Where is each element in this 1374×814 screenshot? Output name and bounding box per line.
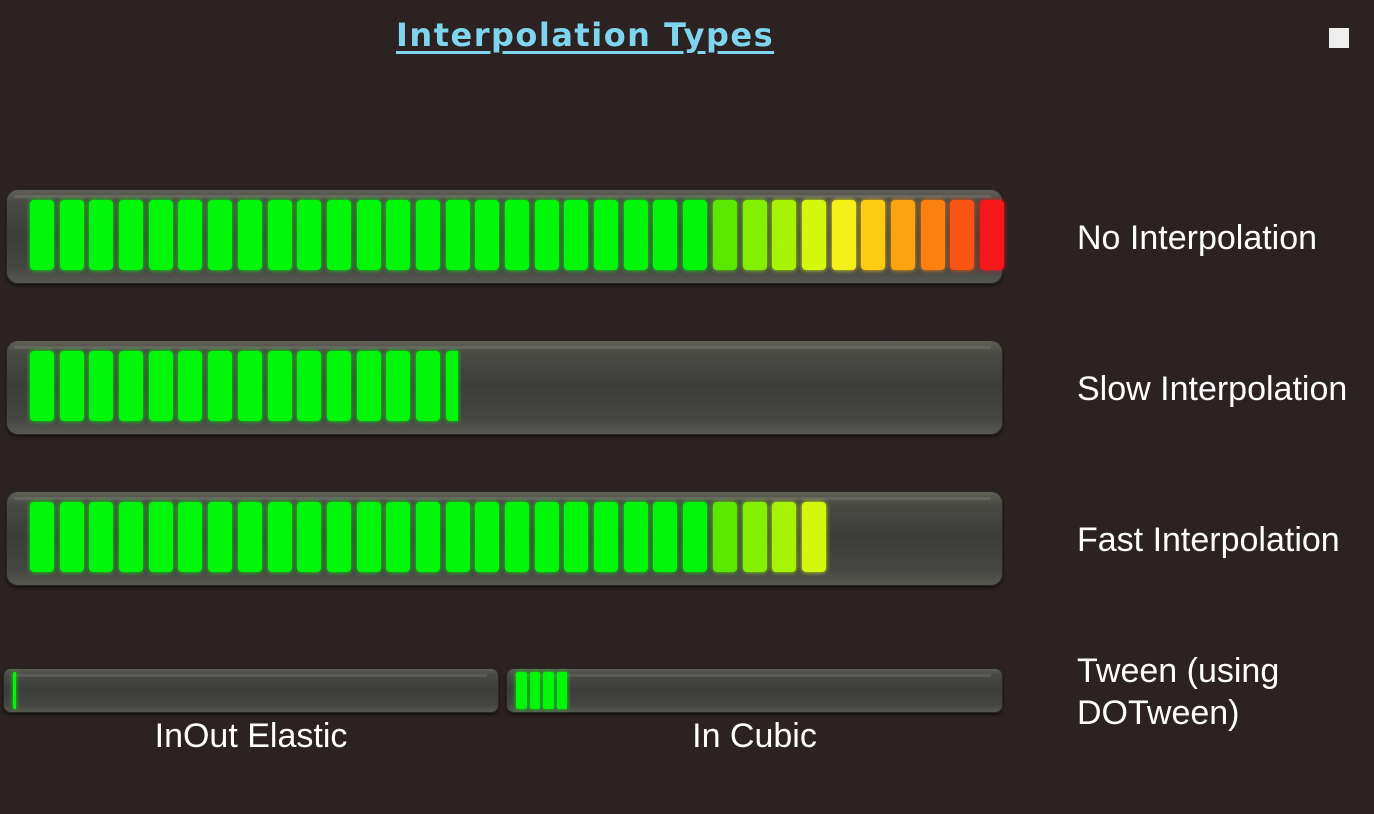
meter-no-interpolation bbox=[6, 189, 1004, 284]
meter-segment bbox=[801, 502, 826, 572]
meter-segment bbox=[297, 502, 322, 572]
meter-segment bbox=[772, 502, 797, 572]
meter-segment bbox=[980, 200, 1004, 270]
meter-segment bbox=[297, 200, 322, 270]
meter-segment bbox=[30, 351, 54, 421]
meter-segment bbox=[89, 351, 114, 421]
meter-slow-interpolation bbox=[6, 340, 1003, 435]
meter-segment bbox=[237, 502, 262, 572]
meter-segment bbox=[543, 672, 554, 709]
meter-segment bbox=[178, 351, 203, 421]
meter-segment bbox=[890, 200, 915, 270]
meter-segment bbox=[475, 200, 500, 270]
label-slow-interpolation: Slow Interpolation bbox=[1077, 370, 1348, 408]
meter-segment bbox=[415, 351, 440, 421]
meter-segment bbox=[13, 672, 16, 709]
meter-segment bbox=[712, 502, 737, 572]
stop-square-icon[interactable] bbox=[1329, 28, 1349, 48]
label-tween: Tween (using DOTween) bbox=[1077, 652, 1280, 732]
meter-segment bbox=[445, 502, 470, 572]
meter-segment bbox=[267, 502, 292, 572]
meter-segment bbox=[415, 502, 440, 572]
meter-segment bbox=[59, 351, 84, 421]
meter-segment bbox=[178, 200, 203, 270]
meter-segment bbox=[267, 351, 292, 421]
caption-in-cubic: In Cubic bbox=[692, 717, 817, 755]
meter-segment bbox=[445, 200, 470, 270]
meter-segment bbox=[861, 200, 886, 270]
meter-segment bbox=[356, 200, 381, 270]
meter-segment bbox=[119, 351, 144, 421]
meter-segment bbox=[30, 200, 54, 270]
meter-segment bbox=[653, 502, 678, 572]
meter-segment bbox=[148, 200, 173, 270]
meter-segment bbox=[297, 351, 322, 421]
meter-segment bbox=[119, 200, 144, 270]
meter-segment bbox=[920, 200, 945, 270]
meter-segment bbox=[356, 502, 381, 572]
meter-segment bbox=[653, 200, 678, 270]
meter-segment bbox=[30, 502, 54, 572]
meter-segment bbox=[534, 502, 559, 572]
meter-segment bbox=[237, 351, 262, 421]
meter-segment bbox=[148, 502, 173, 572]
meter-segment bbox=[683, 502, 708, 572]
meter-segment bbox=[556, 672, 567, 709]
meter-segments bbox=[516, 672, 570, 709]
meter-segment bbox=[89, 200, 114, 270]
meter-segment bbox=[326, 502, 351, 572]
meter-segment bbox=[712, 200, 737, 270]
meter-segment bbox=[59, 502, 84, 572]
meter-segment bbox=[475, 502, 500, 572]
meter-segment bbox=[683, 200, 708, 270]
meter-segment bbox=[505, 502, 529, 572]
meter-segment bbox=[594, 502, 619, 572]
meter-segment bbox=[445, 351, 458, 421]
meter-segments bbox=[13, 672, 19, 709]
meter-segment bbox=[564, 200, 589, 270]
meter-segment bbox=[534, 200, 559, 270]
meter-segment bbox=[386, 200, 411, 270]
meter-segment bbox=[623, 502, 648, 572]
meter-inout-elastic bbox=[3, 668, 499, 713]
meter-segment bbox=[208, 502, 233, 572]
meter-segment bbox=[237, 200, 262, 270]
meter-segment bbox=[208, 200, 233, 270]
meter-segments bbox=[30, 200, 1010, 270]
meter-segment bbox=[529, 672, 540, 709]
meter-segment bbox=[564, 502, 589, 572]
meter-segment bbox=[950, 200, 975, 270]
meter-in-cubic bbox=[506, 668, 1003, 713]
meter-segment bbox=[831, 200, 856, 270]
meter-segment bbox=[516, 672, 527, 709]
meter-segment bbox=[505, 200, 529, 270]
meter-segment bbox=[386, 502, 411, 572]
meter-segment bbox=[742, 200, 767, 270]
meter-segment bbox=[148, 351, 173, 421]
meter-segments bbox=[30, 502, 832, 572]
meter-segment bbox=[119, 502, 144, 572]
meter-fast-interpolation bbox=[6, 491, 1003, 586]
meter-segment bbox=[623, 200, 648, 270]
meter-segment bbox=[178, 502, 203, 572]
meter-segment bbox=[326, 351, 351, 421]
meter-segment bbox=[59, 200, 84, 270]
meter-segment bbox=[772, 200, 797, 270]
meter-segment bbox=[742, 502, 767, 572]
meter-segment bbox=[89, 502, 114, 572]
label-no-interpolation: No Interpolation bbox=[1077, 219, 1318, 257]
meter-segment bbox=[415, 200, 440, 270]
meter-segment bbox=[801, 200, 826, 270]
meter-segments bbox=[30, 351, 463, 421]
meter-segment bbox=[208, 351, 233, 421]
meter-segment bbox=[594, 200, 619, 270]
label-fast-interpolation: Fast Interpolation bbox=[1077, 521, 1340, 559]
meter-segment bbox=[326, 200, 351, 270]
meter-segment bbox=[356, 351, 381, 421]
page-title: Interpolation Types bbox=[396, 16, 775, 54]
meter-segment bbox=[267, 200, 292, 270]
caption-inout-elastic: InOut Elastic bbox=[154, 717, 348, 755]
meter-segment bbox=[386, 351, 411, 421]
